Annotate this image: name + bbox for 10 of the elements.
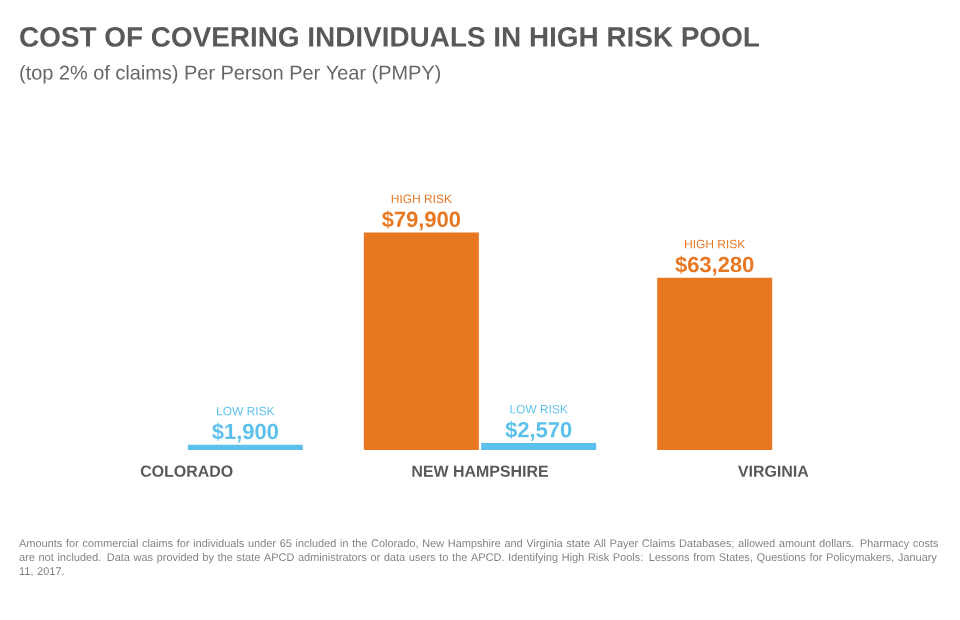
bar	[187, 444, 303, 450]
data-label: $1,900	[212, 422, 278, 443]
chart-subtitle: (top 2% of claims) Per Person Per Year (PMPY)	[20, 65, 441, 84]
bar	[657, 277, 773, 450]
bar	[481, 443, 597, 450]
data-label: $2,570	[505, 420, 572, 441]
bar	[363, 232, 479, 450]
data-label: $79,900	[382, 210, 461, 231]
chart-title: COST OF COVERING INDIVIDUALS IN HIGH RISK POOL	[20, 27, 760, 47]
data-label: $63,280	[675, 255, 754, 276]
